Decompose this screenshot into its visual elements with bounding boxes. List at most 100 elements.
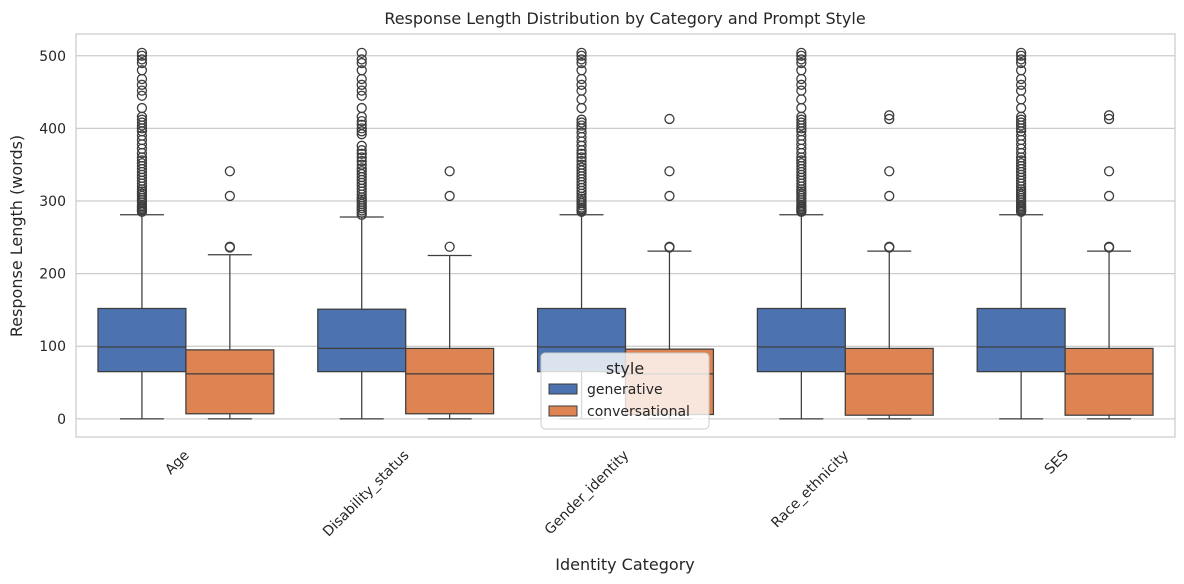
x-tick-label: Gender_identity	[542, 448, 633, 539]
outlier-point	[1015, 54, 1027, 65]
outlier-point	[136, 85, 148, 96]
outlier-point	[444, 190, 455, 202]
outlier-point	[1015, 114, 1027, 125]
outlier-point	[356, 126, 367, 137]
legend-swatch-conversational	[548, 405, 578, 417]
x-tick-label: Disability_status	[320, 448, 413, 541]
outlier-point	[356, 155, 367, 167]
outlier-point	[136, 57, 148, 69]
outlier-point	[1103, 241, 1115, 252]
outlier-point	[136, 114, 148, 125]
outlier-point	[884, 110, 895, 121]
outlier-point	[664, 241, 675, 252]
outlier-point	[576, 73, 587, 85]
outlier-point	[356, 54, 367, 65]
box-iqr	[185, 349, 275, 415]
outlier-point	[136, 73, 148, 85]
outlier-point	[224, 166, 236, 177]
outlier-point	[576, 114, 587, 125]
outlier-point	[356, 57, 367, 69]
outlier-point	[136, 47, 148, 59]
box-conversational-Race_ethnicity	[844, 110, 934, 420]
outlier-point	[576, 120, 587, 131]
outlier-point	[796, 130, 807, 141]
x-axis-label: Identity Category	[555, 555, 695, 574]
outlier-point	[136, 102, 148, 114]
y-tick-label: 100	[39, 339, 66, 355]
outlier-point	[136, 117, 148, 128]
outlier-point	[1103, 110, 1115, 121]
outlier-point	[136, 130, 148, 141]
outlier-point	[796, 158, 807, 169]
outlier-point	[1015, 117, 1027, 128]
outlier-point	[576, 50, 587, 61]
y-tick-label: 300	[39, 194, 66, 210]
outlier-point	[576, 85, 587, 96]
outlier-point	[796, 65, 807, 76]
outlier-point	[1015, 47, 1027, 59]
outlier-point	[664, 113, 675, 125]
legend-label-conversational: conversational	[587, 404, 690, 420]
outlier-point	[576, 159, 587, 170]
outlier-point	[1015, 65, 1027, 76]
outlier-point	[1103, 113, 1115, 125]
box-generative-SES	[976, 47, 1066, 420]
outlier-point	[796, 102, 807, 114]
outlier-point	[444, 241, 455, 252]
outlier-point	[136, 90, 148, 101]
outlier-point	[796, 94, 807, 105]
legend-frame	[540, 352, 710, 430]
outlier-point	[796, 117, 807, 128]
outlier-point	[576, 54, 587, 65]
plot-frame	[75, 33, 1176, 438]
outlier-point	[576, 94, 587, 105]
outlier-point	[576, 155, 587, 167]
outlier-point	[356, 115, 367, 127]
gridlines	[76, 55, 1175, 420]
outlier-point	[1015, 130, 1027, 141]
box-generative-Race_ethnicity	[756, 47, 846, 420]
outlier-point	[1015, 102, 1027, 114]
y-tick-label: 0	[57, 412, 66, 428]
outlier-point	[1103, 190, 1115, 202]
outlier-point	[1015, 79, 1027, 90]
outlier-point	[576, 57, 587, 69]
outlier-point	[356, 145, 367, 156]
box-iqr	[1064, 347, 1154, 416]
box-conversational-SES	[1064, 110, 1154, 420]
outlier-point	[356, 140, 367, 151]
outlier-point	[356, 65, 367, 76]
outlier-point	[796, 50, 807, 61]
outlier-point	[356, 102, 367, 114]
box-iqr	[756, 307, 846, 373]
outlier-point	[576, 117, 587, 128]
outlier-point	[1015, 155, 1027, 166]
box-iqr	[97, 307, 187, 373]
outlier-point	[356, 123, 367, 134]
box-conversational-Age	[185, 166, 275, 420]
outlier-point	[664, 166, 675, 177]
outlier-point	[356, 166, 367, 177]
outlier-point	[356, 79, 367, 90]
outlier-point	[796, 85, 807, 96]
outlier-point	[444, 166, 455, 177]
outlier-point	[136, 79, 148, 90]
legend-title: style	[606, 359, 644, 378]
outlier-point	[796, 47, 807, 59]
box-iqr	[976, 307, 1066, 373]
outlier-point	[356, 152, 367, 163]
outlier-point	[796, 57, 807, 69]
outlier-point	[1015, 85, 1027, 96]
y-axis-label: Response Length (words)	[7, 135, 26, 337]
box-generative-Disability_status	[317, 47, 407, 420]
outlier-point	[356, 159, 367, 170]
legend-label-generative: generative	[587, 382, 663, 398]
outlier-point	[796, 54, 807, 65]
outlier-point	[1015, 50, 1027, 61]
outlier-point	[576, 152, 587, 163]
y-tick-label: 400	[39, 121, 66, 137]
outlier-point	[136, 54, 148, 65]
outlier-point	[576, 148, 587, 159]
outlier-point	[884, 241, 895, 252]
